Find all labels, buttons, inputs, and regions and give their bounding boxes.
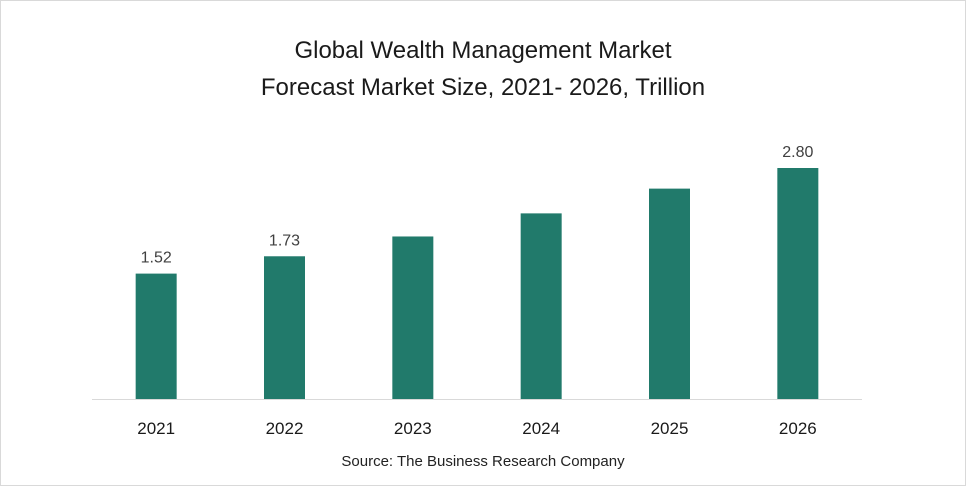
bar-2024 [520, 213, 562, 399]
chart-title-line1: Global Wealth Management Market [294, 37, 672, 64]
data-label-2022: 1.73 [269, 232, 300, 249]
data-label-2026: 2.80 [782, 144, 813, 161]
x-tick-label-2022: 2022 [266, 419, 304, 438]
x-tick-label-2023: 2023 [394, 419, 432, 438]
bar-2025 [649, 188, 690, 399]
bar-2023 [392, 236, 434, 399]
source-note: Source: The Business Research Company [341, 453, 625, 470]
x-tick-label-2024: 2024 [522, 419, 560, 438]
x-tick-label-2021: 2021 [137, 419, 175, 438]
bar-2021 [135, 273, 177, 399]
bar-2022 [264, 256, 305, 399]
data-label-2021: 1.52 [141, 250, 172, 267]
x-tick-label-2026: 2026 [779, 419, 817, 438]
x-tick-label-2025: 2025 [651, 419, 689, 438]
bar-2026 [777, 168, 819, 399]
chart-title-line2: Forecast Market Size, 2021- 2026, Trilli… [260, 74, 706, 101]
